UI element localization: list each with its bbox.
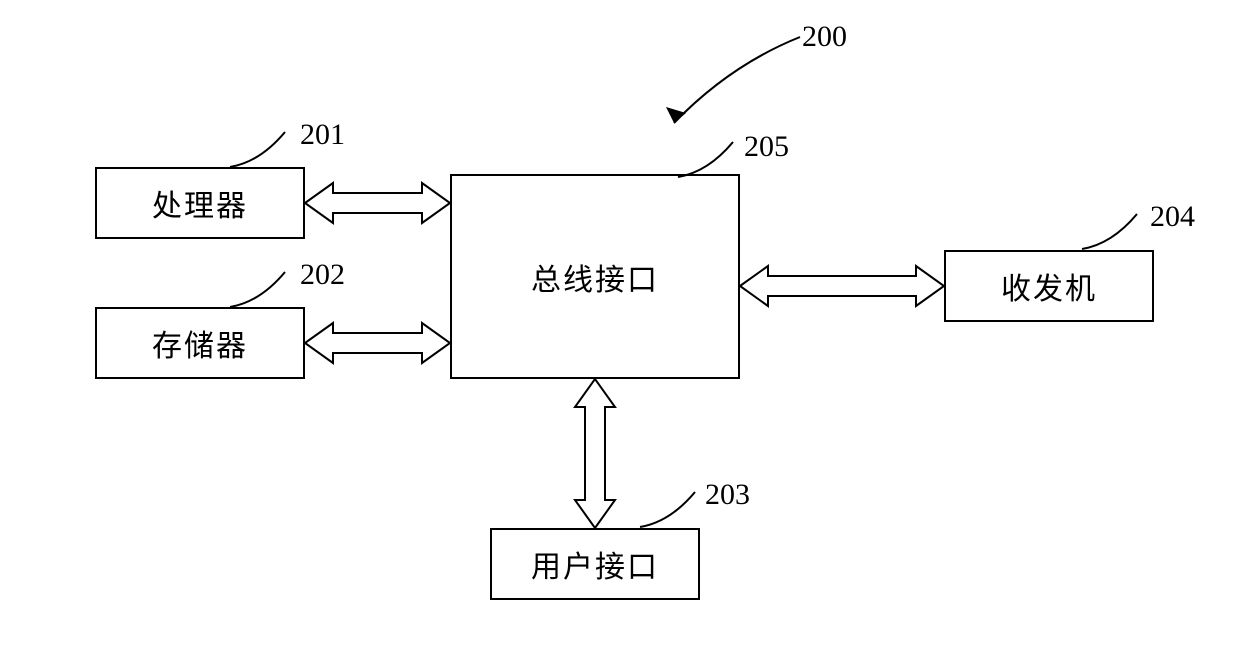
arrow-memory-bus: [305, 323, 450, 368]
ref-205: 205: [744, 130, 789, 164]
node-transceiver-label: 收发机: [1001, 264, 1097, 308]
ref-204: 204: [1150, 200, 1195, 234]
node-bus-interface-label: 总线接口: [531, 255, 659, 299]
node-transceiver: 收发机: [944, 250, 1154, 322]
ref-200: 200: [802, 20, 847, 54]
node-processor-label: 处理器: [152, 181, 248, 225]
ref-203: 203: [705, 478, 750, 512]
leader-203: [640, 490, 710, 535]
leader-200: [660, 35, 810, 145]
arrow-processor-bus: [305, 183, 450, 228]
ref-202: 202: [300, 258, 345, 292]
node-memory-label: 存储器: [152, 321, 248, 365]
arrow-bus-userinterface: [575, 379, 615, 533]
node-memory: 存储器: [95, 307, 305, 379]
arrow-bus-transceiver: [740, 266, 944, 311]
node-user-interface-label: 用户接口: [531, 542, 659, 586]
node-bus-interface: 总线接口: [450, 174, 740, 379]
leader-202: [230, 270, 300, 315]
leader-201: [230, 130, 300, 175]
diagram-canvas: 处理器 存储器 总线接口 收发机 用户接口: [0, 0, 1240, 647]
leader-205: [678, 140, 748, 185]
node-processor: 处理器: [95, 167, 305, 239]
node-user-interface: 用户接口: [490, 528, 700, 600]
ref-201: 201: [300, 118, 345, 152]
leader-204: [1082, 212, 1152, 257]
